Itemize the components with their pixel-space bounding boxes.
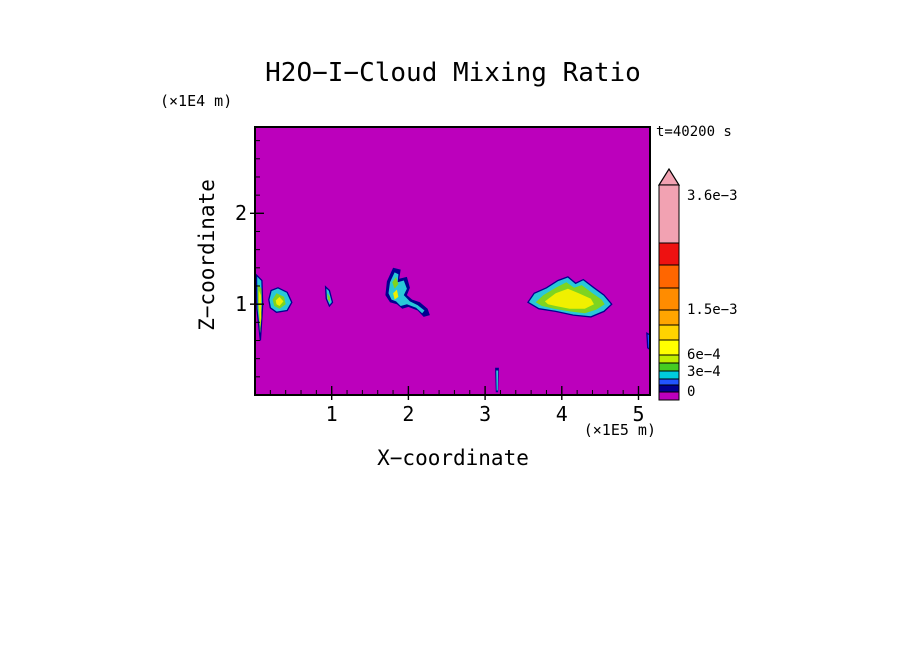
cloud-e-core xyxy=(544,288,594,309)
colorbar-label: 6e−4 xyxy=(687,347,721,364)
y-tick-label: 2 xyxy=(234,201,247,226)
cloud-d-yellow-spot xyxy=(393,289,399,300)
x-axis-title: X−coordinate xyxy=(377,446,529,470)
colorbar-segment xyxy=(658,324,680,341)
x-tick-label: 2 xyxy=(402,402,415,426)
cloud-f-sliver-core xyxy=(496,370,499,391)
colorbar-segment xyxy=(658,264,680,289)
colorbar-label: 3e−4 xyxy=(687,364,721,381)
x-tick-label: 5 xyxy=(632,402,645,426)
cloud-b-core xyxy=(275,296,284,306)
colorbar-segment xyxy=(658,339,680,356)
colorbar xyxy=(657,167,681,401)
chart-title: H2O−I−Cloud Mixing Ratio xyxy=(265,58,641,88)
colorbar-arrow xyxy=(657,167,681,186)
colorbar-segment xyxy=(658,384,680,393)
cloud-left-streak-core xyxy=(258,290,261,327)
colorbar-segment xyxy=(658,309,680,326)
time-annotation: t=40200 s xyxy=(656,124,732,140)
y-tick-label: 1 xyxy=(234,292,247,317)
colorbar-segment xyxy=(658,287,680,311)
cloud-c-core xyxy=(327,293,331,303)
cloud-field-svg xyxy=(250,126,651,400)
x-axis-units-label: (×1E5 m) xyxy=(583,421,656,439)
x-tick-label: 1 xyxy=(325,402,338,426)
colorbar-label: 3.6e−3 xyxy=(687,187,738,204)
x-tick-label: 4 xyxy=(555,402,568,426)
colorbar-segment xyxy=(658,391,680,401)
colorbar-segment xyxy=(658,362,680,372)
colorbar-segment xyxy=(658,354,680,364)
colorbar-label: 0 xyxy=(687,384,696,401)
colorbar-segment xyxy=(658,242,680,266)
plot-frame xyxy=(254,126,651,396)
colorbar-segment xyxy=(658,184,680,244)
cloud-d-green-spot xyxy=(392,276,399,289)
y-axis-units-label: (×1E4 m) xyxy=(160,92,233,110)
colorbar-label: 1.5e−3 xyxy=(687,301,738,318)
colorbar-segment xyxy=(658,370,680,380)
plot-area xyxy=(250,126,651,400)
x-tick-label: 3 xyxy=(479,402,492,426)
colorbar-segment xyxy=(658,378,680,386)
